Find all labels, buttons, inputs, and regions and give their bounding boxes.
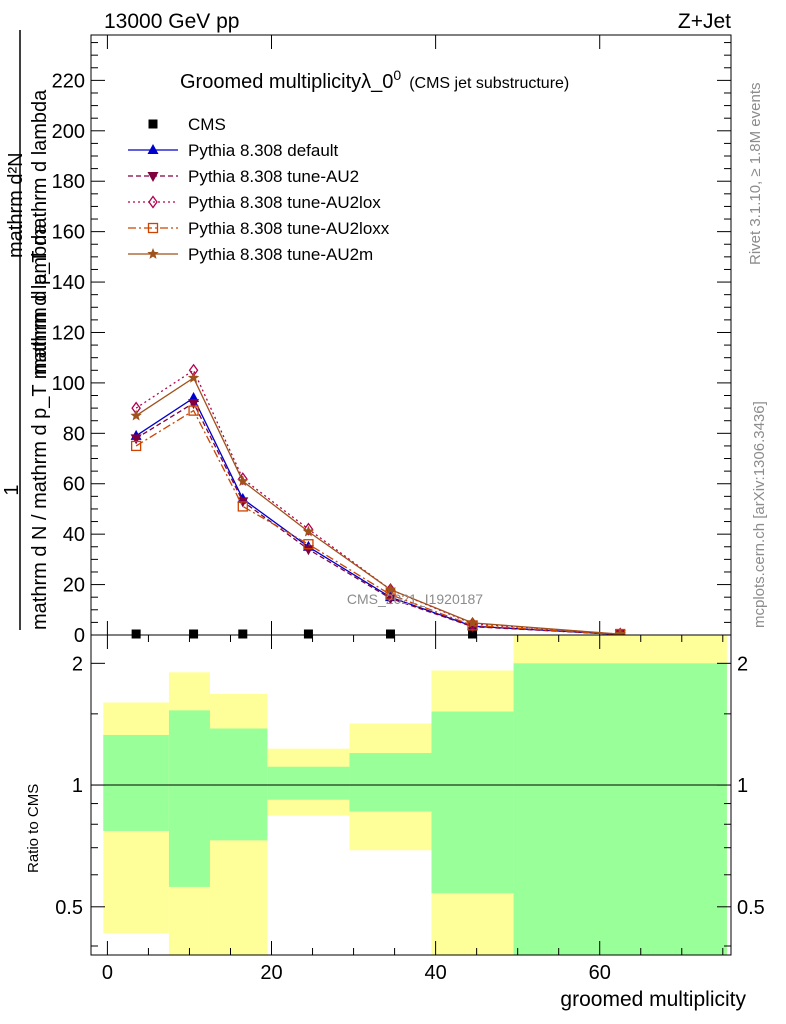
data-point-au2loxx <box>188 405 199 416</box>
mcplots-label: mcplots.cern.ch [arXiv:1306.3436] <box>751 401 768 628</box>
ratio-ytick-label: 0.5 <box>55 897 83 919</box>
series-au2m <box>130 371 626 639</box>
legend-marker <box>148 119 158 129</box>
legend-label: CMS <box>188 115 226 134</box>
main-ytick-label: 40 <box>63 524 85 546</box>
main-ytick-label: 220 <box>52 70 85 92</box>
ratio-ytick-label-right: 0.5 <box>737 897 765 919</box>
ratio-xtick-label: 40 <box>424 962 446 984</box>
data-point-cms <box>468 629 478 639</box>
plot-title: Groomed multiplicityλ_00 (CMS jet substru… <box>180 67 569 93</box>
data-point-au2loxx <box>303 539 314 550</box>
legend-marker <box>147 248 159 259</box>
legend-item-cms: CMS <box>148 115 226 134</box>
main-ytick-label: 20 <box>63 575 85 597</box>
legend-label: Pythia 8.308 tune-AU2loxx <box>188 219 390 238</box>
legend-item-au2loxx: Pythia 8.308 tune-AU2loxx <box>128 219 390 238</box>
y-label-numerator: mathrm d²N <box>5 152 27 258</box>
data-point-cms <box>385 629 395 639</box>
main-ytick-label: 180 <box>52 171 85 193</box>
y-label-top: 1 <box>1 484 23 495</box>
data-point-au2loxx <box>130 440 142 452</box>
ratio-plot-frame <box>90 634 732 956</box>
ratio-y-label: Ratio to CMS <box>25 784 42 873</box>
ratio-xtick-label: 60 <box>589 962 611 984</box>
plot-title-sup: 0 <box>393 67 401 83</box>
ratio-band-inner <box>349 753 432 812</box>
data-point-cms <box>131 629 141 639</box>
ratio-plot: 0.5 0.5 1 1 2 2 0 20 40 60 Ratio to CMS groomed … <box>25 634 765 1011</box>
legend-marker <box>148 195 158 209</box>
data-point-au2m <box>237 475 249 487</box>
ratio-ytick-label: 1 <box>72 775 83 797</box>
legend-item-au2m: Pythia 8.308 tune-AU2m <box>128 245 373 264</box>
plot-title-sub: (CMS jet substructure) <box>409 75 569 92</box>
main-ytick-label: 120 <box>52 322 85 344</box>
main-ytick-label: 160 <box>52 222 85 244</box>
process-label: Z+Jet <box>678 10 731 33</box>
legend-marker <box>147 222 159 234</box>
legend-marker <box>147 172 159 182</box>
main-ytick-label: 80 <box>63 423 85 445</box>
legend: CMS Pythia 8.308 default Pythia 8.308 tune… <box>128 115 390 264</box>
ratio-ytick-label: 2 <box>72 653 83 675</box>
legend-marker <box>147 144 159 154</box>
ratio-band-inner <box>209 728 268 841</box>
ratio-band-inner <box>168 710 210 887</box>
data-point-au2loxx <box>237 501 248 512</box>
legend-item-default: Pythia 8.308 default <box>128 141 339 160</box>
main-y-label: 1 mathrm d²N mathrm d p_T mathrm d lambd… <box>1 30 51 630</box>
legend-item-au2lox: Pythia 8.308 tune-AU2lox <box>128 193 381 212</box>
data-point-au2m <box>302 525 315 537</box>
data-point-au2 <box>302 545 314 556</box>
legend-label: Pythia 8.308 tune-AU2 <box>188 167 359 186</box>
data-point-au2 <box>130 434 142 445</box>
data-point-au2m <box>384 583 397 595</box>
ratio-ytick-label-right: 2 <box>737 653 748 675</box>
main-ytick-label: 140 <box>52 272 85 294</box>
ratio-xtick-label: 0 <box>102 962 113 984</box>
data-point-cms <box>303 629 313 639</box>
watermark: CMS_2021_I1920187 <box>347 591 483 607</box>
ratio-ytick-label-right: 1 <box>737 775 748 797</box>
legend-label: Pythia 8.308 tune-AU2lox <box>188 193 381 212</box>
x-axis-label: groomed multiplicity <box>560 988 746 1011</box>
data-point-cms <box>238 629 248 639</box>
data-point-au2m <box>466 616 479 628</box>
main-ytick-label: 0 <box>74 625 85 647</box>
legend-label: Pythia 8.308 tune-AU2m <box>188 245 373 264</box>
rivet-label: Rivet 3.1.10, ≥ 1.8M events <box>747 83 764 266</box>
main-ytick-label: 200 <box>52 121 85 143</box>
ratio-band-inner <box>431 711 514 894</box>
ratio-xtick-label: 20 <box>260 962 282 984</box>
main-plot-frame <box>90 34 732 636</box>
data-point-au2lox <box>303 522 314 536</box>
legend-label: Pythia 8.308 default <box>188 141 339 160</box>
ratio-band-inner <box>267 766 350 800</box>
plot-title-main: Groomed multiplicityλ_0 <box>180 71 393 93</box>
ratio-band-inner <box>513 663 727 955</box>
data-point-au2m <box>187 371 200 383</box>
ratio-band-inner <box>103 734 169 831</box>
data-point-cms <box>189 629 199 639</box>
data-point-au2m <box>614 628 626 639</box>
y-label-denominator: mathrm d N / mathrm d p_T mathrm d lambd… <box>29 223 51 630</box>
main-plot: 0 20 40 60 80 100 120 140 160 180 200 220 Groomed m… <box>1 30 732 647</box>
energy-label: 13000 GeV pp <box>104 10 239 33</box>
main-ytick-label: 60 <box>63 474 85 496</box>
data-point-au2 <box>188 399 200 410</box>
legend-item-au2: Pythia 8.308 tune-AU2 <box>128 167 359 186</box>
main-ytick-label: 100 <box>52 373 85 395</box>
series-cms <box>131 629 478 639</box>
data-point-au2m <box>130 409 142 421</box>
y-label-denominator-line2: mathrm d p_T mathrm d lambda <box>29 89 51 375</box>
